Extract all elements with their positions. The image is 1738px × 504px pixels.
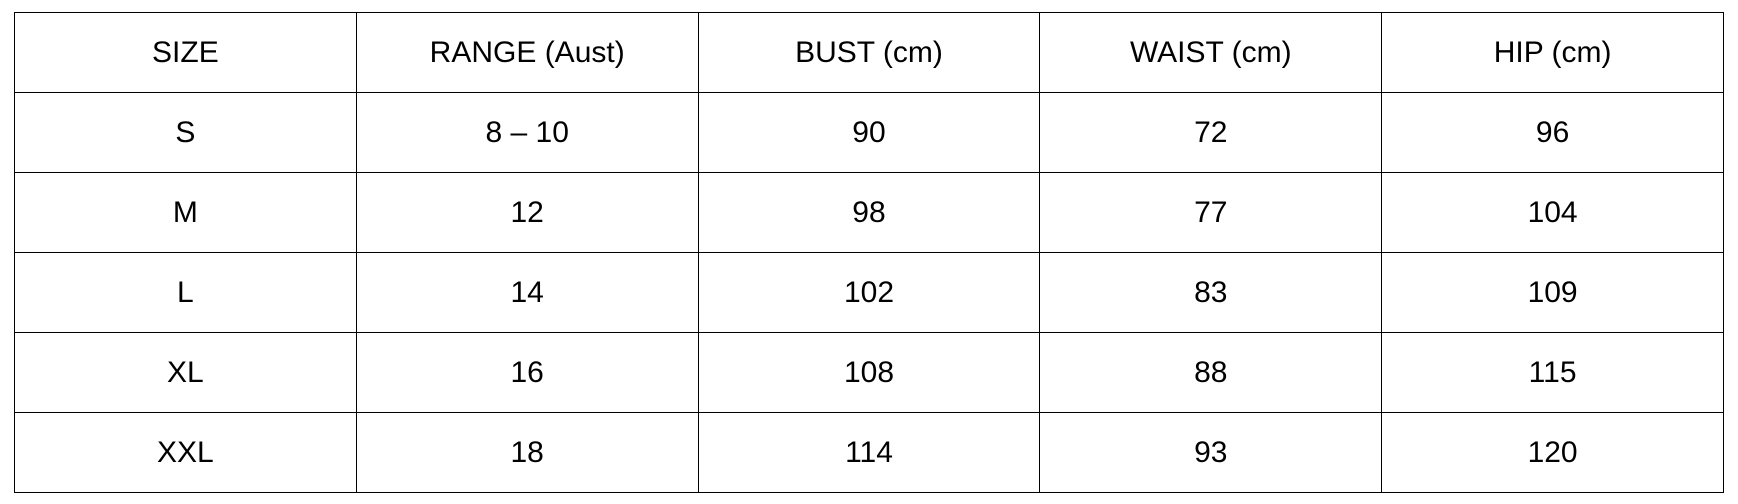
table-header-row: SIZE RANGE (Aust) BUST (cm) WAIST (cm) H…: [15, 13, 1724, 93]
cell-hip: 115: [1382, 333, 1724, 413]
cell-waist: 88: [1040, 333, 1382, 413]
cell-bust: 90: [698, 93, 1040, 173]
cell-hip: 104: [1382, 173, 1724, 253]
table-row: XXL 18 114 93 120: [15, 413, 1724, 493]
cell-bust: 114: [698, 413, 1040, 493]
cell-range: 18: [356, 413, 698, 493]
cell-size: M: [15, 173, 357, 253]
table-row: S 8 – 10 90 72 96: [15, 93, 1724, 173]
cell-waist: 83: [1040, 253, 1382, 333]
cell-range: 16: [356, 333, 698, 413]
cell-bust: 108: [698, 333, 1040, 413]
cell-bust: 98: [698, 173, 1040, 253]
cell-range: 8 – 10: [356, 93, 698, 173]
cell-size: XL: [15, 333, 357, 413]
col-header-size: SIZE: [15, 13, 357, 93]
cell-hip: 120: [1382, 413, 1724, 493]
cell-bust: 102: [698, 253, 1040, 333]
cell-size: XXL: [15, 413, 357, 493]
col-header-bust: BUST (cm): [698, 13, 1040, 93]
table-row: XL 16 108 88 115: [15, 333, 1724, 413]
cell-waist: 72: [1040, 93, 1382, 173]
col-header-range: RANGE (Aust): [356, 13, 698, 93]
cell-waist: 77: [1040, 173, 1382, 253]
size-chart-table: SIZE RANGE (Aust) BUST (cm) WAIST (cm) H…: [14, 12, 1724, 493]
cell-size: L: [15, 253, 357, 333]
cell-hip: 109: [1382, 253, 1724, 333]
table-row: L 14 102 83 109: [15, 253, 1724, 333]
cell-size: S: [15, 93, 357, 173]
cell-range: 12: [356, 173, 698, 253]
table-row: M 12 98 77 104: [15, 173, 1724, 253]
size-chart-container: SIZE RANGE (Aust) BUST (cm) WAIST (cm) H…: [0, 0, 1738, 504]
cell-waist: 93: [1040, 413, 1382, 493]
cell-hip: 96: [1382, 93, 1724, 173]
col-header-hip: HIP (cm): [1382, 13, 1724, 93]
cell-range: 14: [356, 253, 698, 333]
col-header-waist: WAIST (cm): [1040, 13, 1382, 93]
